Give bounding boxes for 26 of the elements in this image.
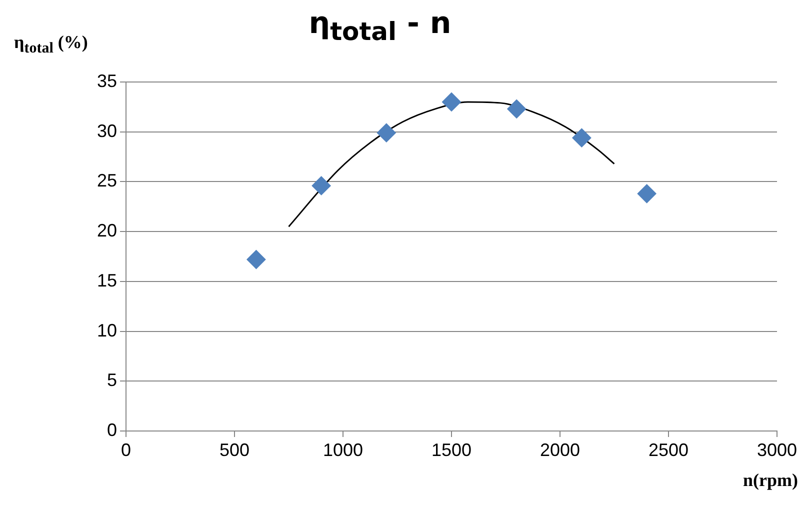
x-axis-title: n(rpm) — [743, 470, 798, 491]
line-series — [288, 101, 615, 228]
point — [637, 184, 656, 204]
y-tick-label: 20 — [96, 220, 117, 241]
point — [507, 99, 526, 118]
y-tick-label: 10 — [96, 320, 117, 340]
x-tick-label: 3000 — [756, 440, 798, 460]
y-tick-label: 0 — [106, 420, 117, 440]
point — [246, 250, 266, 269]
y-tick-label: 25 — [96, 170, 117, 191]
point — [312, 176, 331, 196]
point — [442, 92, 461, 112]
y-tick-label: 30 — [96, 120, 117, 141]
point — [376, 123, 396, 142]
y-tick-label: 5 — [106, 370, 117, 390]
y-tick-label: 15 — [96, 270, 117, 290]
x-tick-label: 500 — [219, 440, 250, 460]
x-tick-label: 2500 — [648, 440, 689, 460]
point — [572, 128, 592, 148]
chart-title: η$_{total}$ - n — [308, 6, 452, 46]
x-tick-label: 1000 — [322, 440, 364, 460]
x-tick-label: 2000 — [540, 440, 580, 460]
x-tick-label: 0 — [120, 440, 132, 460]
x-tick-label: 1500 — [431, 440, 472, 460]
y-axis-title: η$_{total}$ (%) — [14, 32, 88, 58]
y-tick-label: 35 — [96, 70, 117, 91]
